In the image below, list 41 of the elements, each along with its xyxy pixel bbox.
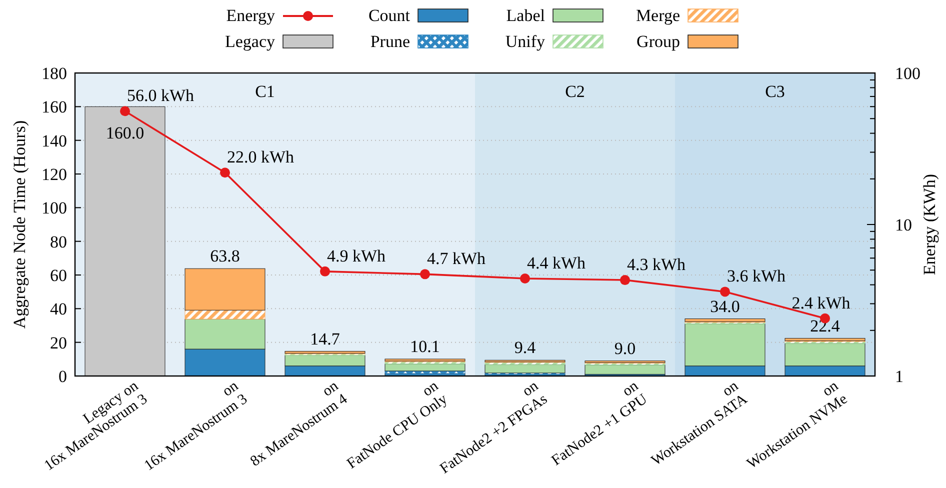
annotation: C3 [765, 82, 785, 101]
y2-tick-label: 1 [895, 367, 904, 386]
y-tick-label: 100 [42, 198, 67, 218]
y2-tick-label: 10 [895, 216, 912, 234]
legend-label: Prune [370, 32, 410, 51]
data-label: 4.9 kWh [327, 246, 386, 266]
legend-label: Legacy [224, 32, 276, 51]
y-tick-label: 0 [58, 367, 67, 386]
y-tick-label: 140 [42, 131, 67, 150]
legend-label: Unify [505, 32, 546, 51]
data-label: 4.7 kWh [427, 249, 486, 268]
total-label: 63.8 [210, 246, 240, 266]
y-axis-title: Aggregate Node Time (Hours) [10, 120, 29, 329]
total-label: 34.0 [710, 296, 740, 316]
annotation: C2 [565, 82, 585, 101]
legend-label: Group [636, 32, 680, 51]
total-label: 14.7 [310, 329, 340, 348]
data-label: 56.0 kWh [127, 86, 195, 106]
y2-axis-title: Energy (KWh) [920, 174, 939, 276]
annotation: C1 [255, 82, 275, 101]
total-label: 9.0 [614, 338, 636, 358]
legend-label: Merge [636, 6, 680, 25]
legend-label: Energy [226, 6, 276, 25]
total-label: 9.4 [514, 338, 536, 358]
data-label: 22.0 kWh [227, 148, 295, 167]
y-tick-label: 20 [50, 333, 67, 352]
y2-tick-label: 100 [895, 64, 920, 83]
data-label: 4.3 kWh [627, 255, 686, 274]
data-label: 2.4 kWh [792, 293, 851, 312]
data-label: 3.6 kWh [727, 266, 786, 286]
y-tick-label: 80 [50, 232, 67, 252]
y-tick-label: 180 [42, 64, 67, 83]
y-tick-label: 160 [42, 98, 67, 117]
y-tick-label: 40 [50, 300, 67, 319]
data-label: 4.4 kWh [527, 254, 586, 273]
legend-label: Label [506, 6, 546, 25]
legend-label: Count [368, 6, 410, 25]
total-label: 160.0 [106, 124, 144, 143]
y-tick-label: 60 [50, 266, 67, 285]
total-label: 10.1 [410, 337, 440, 356]
y-tick-label: 120 [42, 165, 67, 184]
